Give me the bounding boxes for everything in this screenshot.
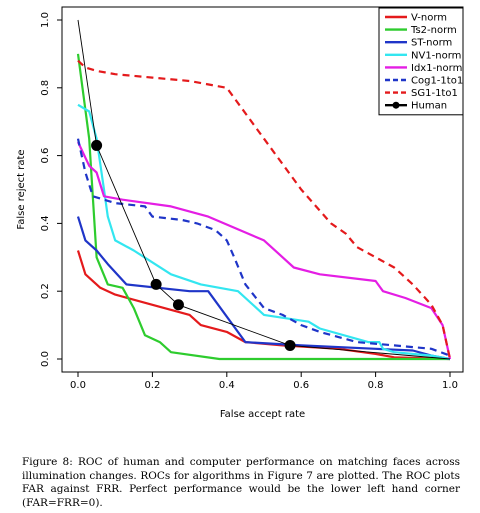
human-point xyxy=(284,339,296,351)
series-line-sg1-1to1 xyxy=(77,59,452,360)
legend-label: ST-norm xyxy=(411,38,452,49)
legend-label: Cog1-1to1 xyxy=(411,76,463,87)
y-tick-label: 1.0 xyxy=(40,12,51,28)
series-line-v-norm xyxy=(76,250,451,361)
plot-border xyxy=(61,6,464,373)
series-line-st-norm xyxy=(76,216,451,361)
x-tick-label: 0.8 xyxy=(368,380,384,391)
human-series xyxy=(77,19,451,360)
legend-label: Idx1-norm xyxy=(411,63,462,74)
legend-marker xyxy=(392,101,400,109)
human-point xyxy=(172,299,184,311)
legend-label: Human xyxy=(411,101,447,112)
x-tick-label: 0.6 xyxy=(293,380,309,391)
legend-label: NV1-norm xyxy=(411,50,461,61)
series-line-ts2-norm xyxy=(76,53,450,361)
y-axis-label: False reject rate xyxy=(16,149,27,229)
figure-caption: Figure 8: ROC of human and computer perf… xyxy=(22,456,460,509)
series-line-idx1-norm xyxy=(77,141,452,360)
x-tick-label: 0.2 xyxy=(144,380,160,391)
x-tick-label: 1.0 xyxy=(442,380,458,391)
x-tick-label: 0.4 xyxy=(219,380,235,391)
series-line-nv1-norm xyxy=(77,103,451,361)
legend-label: V-norm xyxy=(411,13,447,24)
legend-label: Ts2-norm xyxy=(410,25,457,36)
plot-frame xyxy=(61,6,464,373)
axis-ticks: 0.0 0.2 0.4 0.6 0.8 1.0 0.0 0.2 0.4 0.6 0.8 1.0 xyxy=(40,12,458,391)
roc-chart: 0.0 0.2 0.4 0.6 0.8 1.0 0.0 0.2 0.4 0.6 0.8 1.0 Fal… xyxy=(16,6,464,420)
x-axis-label: False accept rate xyxy=(220,409,305,420)
series-line-human xyxy=(77,19,451,360)
y-tick-label: 0.6 xyxy=(40,148,51,164)
x-tick-label: 0.0 xyxy=(70,380,86,391)
y-tick-label: 0.2 xyxy=(40,283,51,299)
legend-label: SG1-1to1 xyxy=(411,88,458,99)
y-tick-label: 0.8 xyxy=(40,80,51,96)
legend-box xyxy=(378,7,464,116)
series-lines xyxy=(76,53,452,361)
human-point xyxy=(150,278,162,290)
human-point xyxy=(91,139,103,151)
series-line-cog1-1to1 xyxy=(76,138,451,357)
y-tick-label: 0.0 xyxy=(40,351,51,367)
y-tick-label: 0.4 xyxy=(40,215,51,231)
